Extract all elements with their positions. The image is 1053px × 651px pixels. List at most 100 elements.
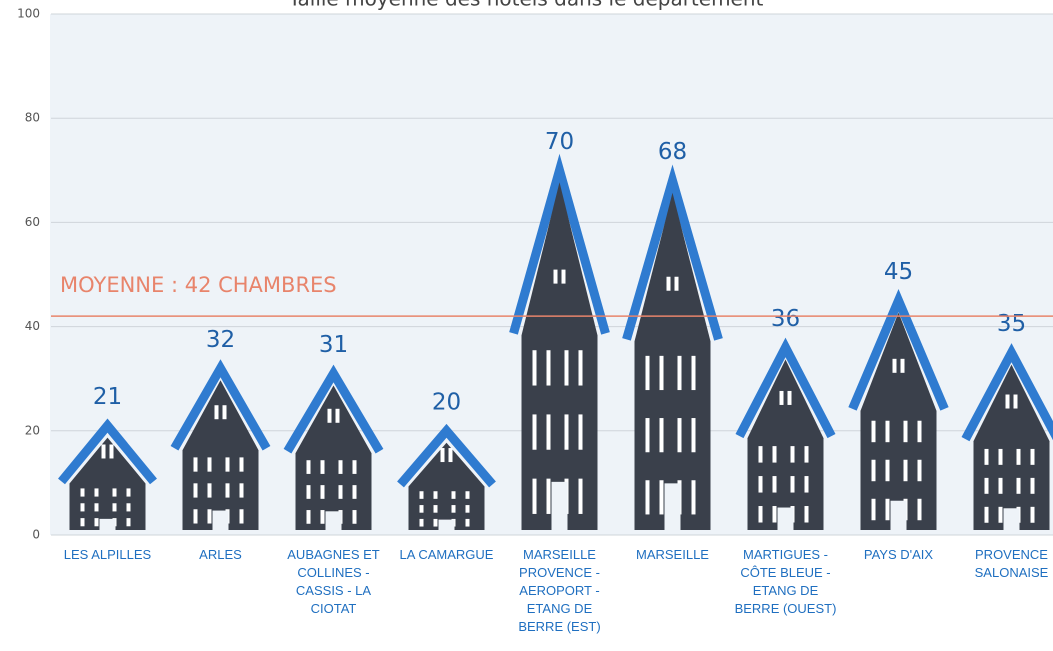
data-label: 70: [545, 129, 574, 155]
roof: [961, 343, 1053, 442]
window: [1016, 448, 1021, 465]
window: [112, 503, 117, 512]
window: [207, 457, 212, 472]
door: [212, 510, 229, 530]
window: [564, 414, 569, 450]
window: [465, 518, 470, 527]
window: [998, 506, 1003, 523]
window: [94, 518, 99, 527]
window: [790, 446, 795, 463]
window: [239, 483, 244, 498]
window: [666, 276, 671, 291]
window: [674, 276, 679, 291]
window: [193, 483, 198, 498]
window: [804, 476, 809, 493]
window: [917, 420, 922, 443]
window: [790, 476, 795, 493]
roof: [848, 289, 949, 411]
window: [691, 418, 696, 453]
x-tick-label: LA CAMARGUE: [399, 547, 494, 562]
y-tick-label: 100: [17, 7, 40, 21]
window: [433, 518, 438, 527]
chart-title: Taille moyenne des hôtels dans le départ…: [288, 0, 764, 11]
window: [352, 510, 357, 524]
window: [306, 460, 311, 474]
window: [306, 485, 311, 499]
window: [207, 509, 212, 524]
y-tick-label: 0: [32, 528, 40, 542]
window: [546, 478, 551, 514]
window: [94, 503, 99, 512]
window: [451, 505, 456, 513]
door: [890, 500, 907, 530]
x-tick-label: LES ALPILLES: [63, 547, 152, 562]
window: [984, 506, 989, 523]
y-tick-label: 40: [25, 319, 40, 333]
window: [772, 476, 777, 493]
window: [207, 483, 212, 498]
window: [532, 414, 537, 450]
window: [677, 418, 682, 453]
window: [578, 478, 583, 514]
window: [320, 485, 325, 499]
data-label: 21: [93, 384, 122, 410]
window: [903, 420, 908, 443]
window: [335, 408, 340, 423]
data-label: 36: [771, 306, 800, 332]
window: [126, 503, 131, 512]
window: [691, 355, 696, 391]
window: [900, 358, 905, 373]
window: [553, 269, 558, 284]
window: [448, 448, 453, 463]
window: [578, 414, 583, 450]
window: [885, 498, 890, 521]
roof: [283, 364, 384, 454]
window: [779, 390, 784, 405]
door: [438, 519, 455, 530]
window: [433, 491, 438, 499]
door: [325, 511, 342, 530]
window: [320, 510, 325, 524]
window: [804, 506, 809, 523]
window: [885, 420, 890, 443]
door: [99, 518, 116, 530]
roof: [622, 164, 723, 341]
window: [772, 446, 777, 463]
window: [546, 350, 551, 386]
window: [871, 459, 876, 482]
x-tick-label: PROVENCE SALONAISE: [974, 547, 1049, 580]
y-tick-label: 20: [25, 423, 40, 437]
data-label: 35: [997, 311, 1026, 337]
window: [532, 478, 537, 514]
data-label: 31: [319, 332, 348, 358]
window: [758, 476, 763, 493]
window: [214, 405, 219, 420]
window: [578, 350, 583, 386]
x-tick-label: MARSEILLE: [636, 547, 709, 562]
window: [338, 460, 343, 474]
window: [564, 350, 569, 386]
window: [225, 457, 230, 472]
window: [917, 459, 922, 482]
window: [871, 498, 876, 521]
window: [804, 446, 809, 463]
window: [419, 491, 424, 499]
window: [772, 506, 777, 523]
roof: [170, 359, 271, 451]
window: [239, 509, 244, 524]
window: [352, 485, 357, 499]
window: [80, 503, 85, 512]
window: [193, 457, 198, 472]
door: [551, 481, 568, 530]
window: [1016, 477, 1021, 494]
window: [677, 355, 682, 391]
window: [758, 446, 763, 463]
window: [320, 460, 325, 474]
window: [451, 491, 456, 499]
window: [101, 444, 106, 459]
data-label: 45: [884, 259, 913, 285]
roof: [735, 337, 836, 439]
window: [1005, 394, 1010, 409]
